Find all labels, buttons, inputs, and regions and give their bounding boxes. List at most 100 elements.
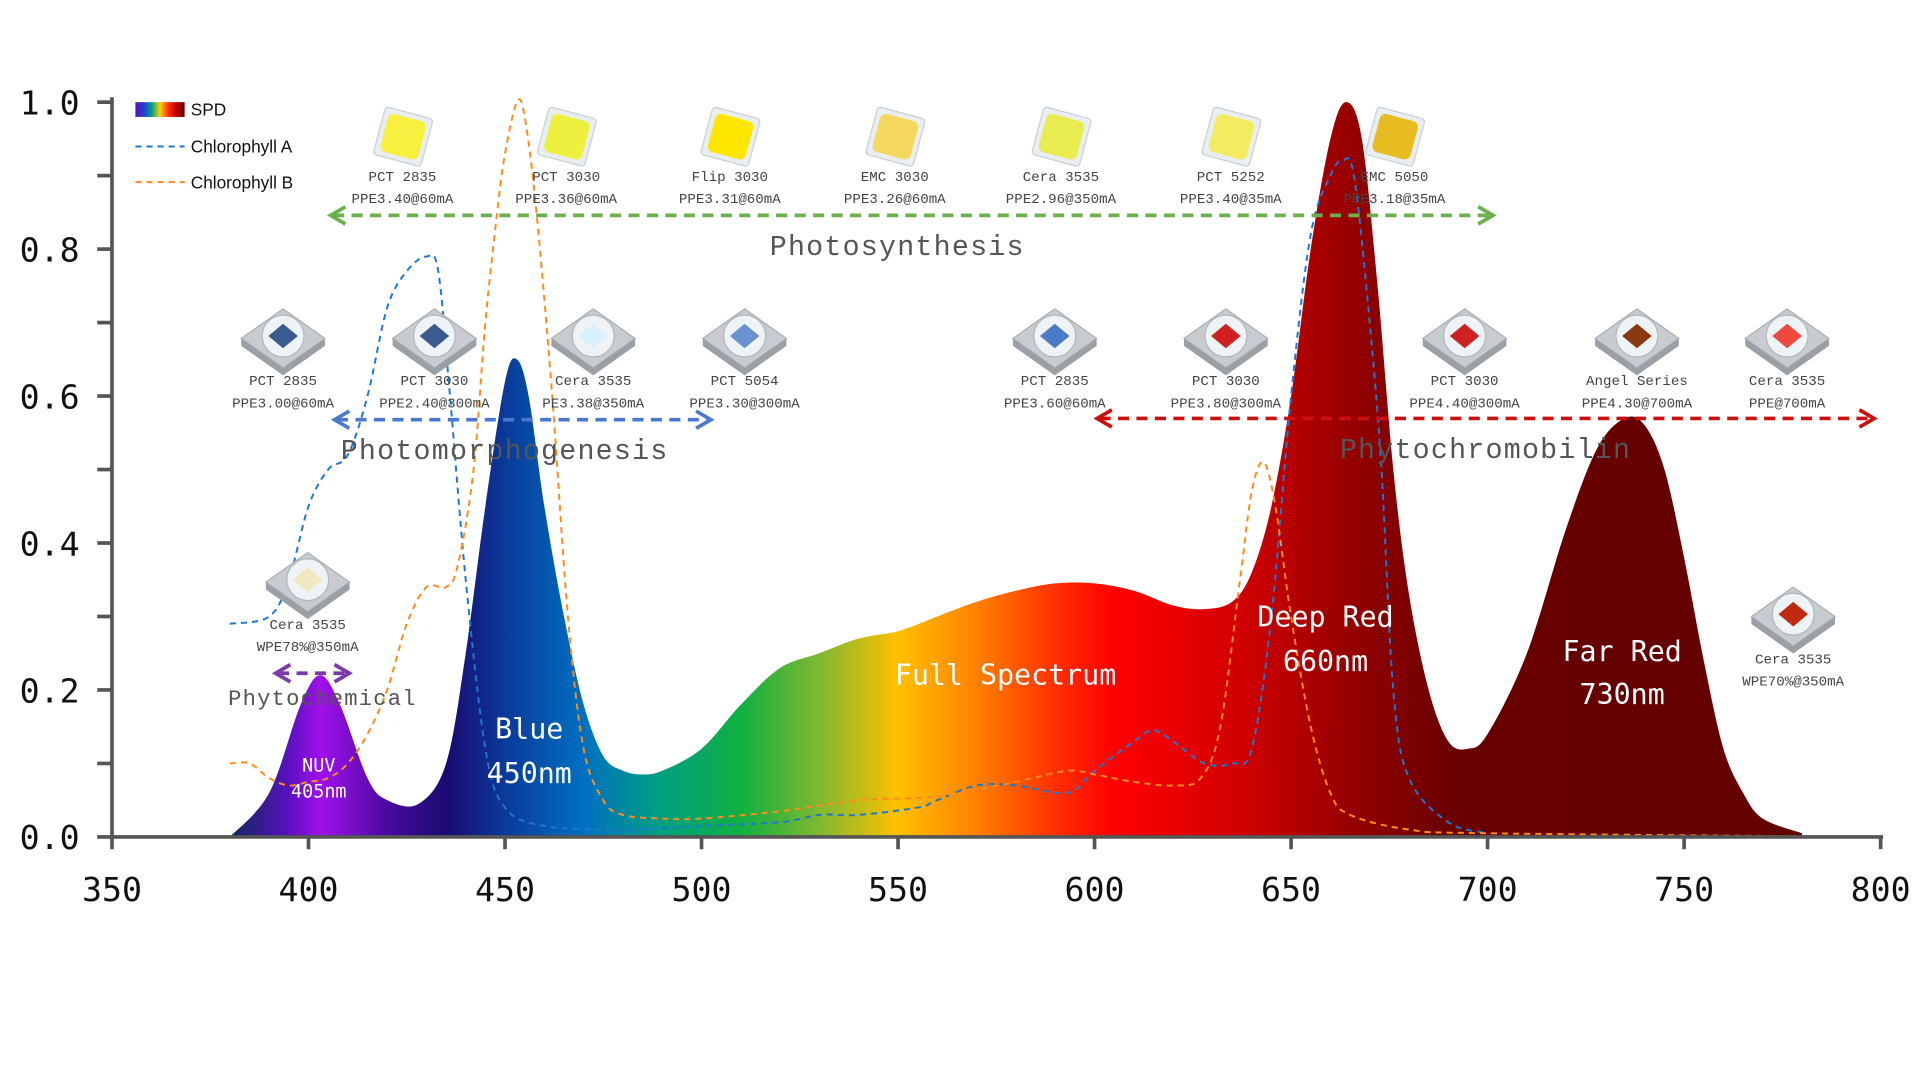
led-product: PCT 3030 PPE2.40@300mA (379, 308, 490, 412)
led-product: Cera 3535 PPE@700mA (1744, 308, 1830, 412)
peak-label-title: Blue (495, 712, 563, 745)
product-spec: WPE70%@350mA (1742, 675, 1844, 691)
chip-side (1595, 338, 1679, 376)
arrow-right-icon (695, 409, 715, 430)
chip-die (1449, 323, 1480, 349)
product-name: Cera 3535 (270, 618, 346, 634)
product-spec: PPE4.40@300mA (1409, 396, 1520, 412)
arrow-right-icon (1858, 408, 1878, 429)
led-chip-icon (865, 106, 926, 167)
led-chip-icon (240, 308, 326, 376)
product-name: Cera 3535 (1755, 652, 1831, 668)
chip-die (1208, 113, 1255, 160)
chip-side (1751, 616, 1836, 654)
led-product: Flip 3030 PPE3.31@60mA (679, 106, 781, 208)
product-name: Angel Series (1586, 374, 1688, 390)
led-product: PCT 3030 PPE4.40@300mA (1409, 308, 1520, 412)
y-tick-label: 0.6 (20, 377, 80, 416)
x-tick-label: 400 (279, 870, 339, 909)
x-tick-label: 650 (1261, 870, 1321, 909)
chip-die (1772, 323, 1802, 349)
chip-die (578, 323, 608, 349)
x-tick-label: 600 (1065, 870, 1125, 909)
chip-die (1211, 323, 1241, 349)
led-product: EMC 5050 PPE3.18@35mA (1344, 106, 1446, 208)
chip-side (1184, 338, 1268, 376)
arrow-right-icon (1477, 205, 1497, 226)
region-phytochemical: Phytochemical (228, 663, 417, 712)
region-label: Photosynthesis (770, 232, 1025, 264)
product-spec: PPE3.26@60mA (844, 192, 946, 208)
led-chip-icon (373, 106, 434, 167)
peak-label-wavelength: 450nm (487, 757, 572, 790)
product-spec: PPE2.96@350mA (1006, 192, 1117, 208)
product-name: EMC 5050 (1361, 170, 1429, 186)
x-tick-label: 700 (1458, 870, 1518, 909)
chip-die (419, 323, 450, 349)
product-spec: PPE3.36@60mA (515, 192, 617, 208)
product-name: PCT 2835 (1021, 374, 1089, 390)
product-name: PCT 3030 (532, 170, 600, 186)
legend: SPD Chlorophyll A Chlorophyll B (135, 100, 293, 192)
product-spec: PPE3.40@60mA (352, 192, 454, 208)
led-chip-icon (700, 106, 761, 167)
product-name: PCT 3030 (401, 374, 469, 390)
product-name: PCT 5252 (1197, 170, 1265, 186)
region-label: Phytochemical (228, 687, 417, 712)
product-spec: WPE78%@350mA (257, 640, 359, 656)
chip-die (1372, 113, 1418, 160)
spd-area (229, 102, 1803, 837)
product-name: PCT 3030 (1431, 374, 1499, 390)
chip-die (544, 113, 590, 160)
legend-swatch-spd (135, 102, 185, 117)
peak-label-wavelength: 660nm (1283, 645, 1368, 678)
chip-die (268, 323, 298, 349)
spd-area-layer (229, 102, 1803, 837)
region-photomorphogenesis: Photomorphogenesis (330, 409, 715, 468)
led-chip-icon (1182, 308, 1269, 376)
legend-label: Chlorophyll B (191, 172, 293, 192)
led-chip-icon (264, 551, 351, 620)
product-name: Cera 3535 (1023, 170, 1099, 186)
region-phytochromobilin: Phytochromobilin (1093, 408, 1878, 467)
led-product: PCT 3030 PPE3.80@300mA (1171, 308, 1282, 412)
led-chip-icon (550, 308, 637, 376)
x-tick-label: 350 (82, 870, 142, 909)
chip-die (1778, 601, 1808, 627)
led-product: PCT 5252 PPE3.40@35mA (1180, 106, 1282, 208)
chip-die (1622, 323, 1652, 349)
led-chip-icon (536, 106, 597, 167)
arrow-left-icon (1093, 408, 1113, 429)
region-annotations: Photosynthesis Photomorphogenesis Phytochr… (228, 205, 1878, 712)
product-name: EMC 3030 (861, 170, 929, 186)
product-spec: PPE2.40@300mA (379, 396, 490, 412)
product-spec: PPE3.80@300mA (1171, 396, 1282, 412)
chlorophyll-lines-layer (229, 98, 1881, 838)
chip-side (1745, 338, 1829, 376)
x-tick-label: 800 (1851, 870, 1911, 909)
y-tick-label: 0.0 (20, 818, 80, 857)
led-chip-icon (1594, 308, 1680, 376)
product-spec: PPE3.31@60mA (679, 192, 781, 208)
chip-side (1422, 338, 1507, 376)
led-chip-icon (1011, 308, 1098, 376)
led-product: Angel Series PPE4.30@700mA (1582, 308, 1693, 412)
product-name: Flip 3030 (692, 170, 768, 186)
product-name: Cera 3535 (555, 374, 631, 390)
product-name: PCT 2835 (369, 170, 437, 186)
peak-label-wavelength: 730nm (1580, 678, 1665, 711)
chip-die (1040, 323, 1070, 349)
led-chip-icon (1365, 106, 1426, 167)
chip-side (241, 338, 325, 376)
peak-label-title: Far Red (1563, 635, 1682, 668)
led-product: Cera 3535 PE3.38@350mA (542, 308, 645, 412)
region-label: Photomorphogenesis (341, 436, 669, 468)
led-product: PCT 5054 PPE3.30@300mA (689, 308, 800, 412)
product-spec: PPE3.30@300mA (689, 396, 800, 412)
led-chip-icon (391, 308, 478, 376)
product-spec: PPE4.30@700mA (1582, 396, 1693, 412)
led-chip-icon (701, 308, 788, 376)
product-spec: PPE3.00@60mA (232, 396, 334, 412)
legend-label: Chlorophyll A (191, 137, 293, 157)
